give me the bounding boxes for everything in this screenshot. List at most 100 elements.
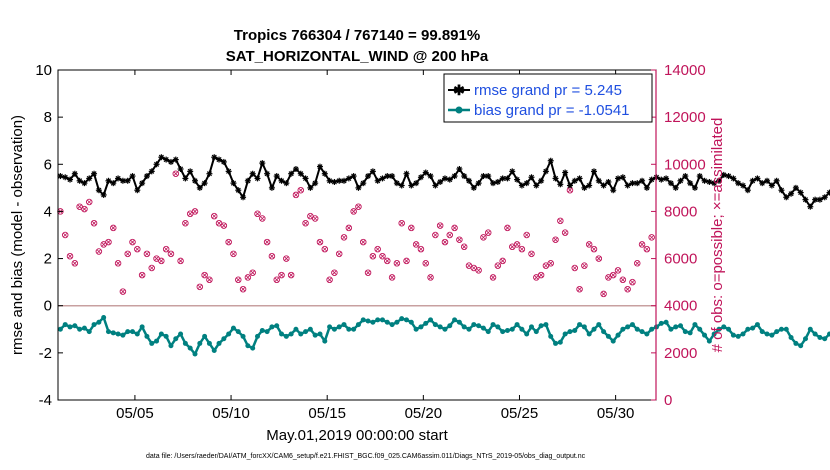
bias-point — [471, 322, 477, 328]
bias-point — [206, 340, 212, 346]
bias-point — [514, 322, 520, 328]
rmse-point — [403, 170, 410, 177]
obs-count-marker — [388, 274, 396, 281]
rmse-series — [57, 154, 830, 210]
bias-point — [678, 323, 684, 329]
bias-point — [817, 335, 823, 341]
rmse-point — [95, 187, 102, 194]
x-tick-label: 05/15 — [308, 405, 346, 422]
y-left-tick-label: 2 — [44, 251, 52, 268]
bias-point — [269, 324, 275, 330]
bias-point — [250, 345, 256, 351]
bias-point — [355, 322, 361, 328]
bias-point — [788, 335, 794, 341]
rmse-point — [71, 170, 78, 177]
bias-point — [476, 323, 482, 329]
bias-point — [62, 322, 68, 328]
rmse-point — [610, 187, 617, 194]
obs-count-marker — [379, 252, 386, 260]
rmse-point — [687, 180, 694, 187]
obs-count-marker — [441, 238, 449, 246]
bias-point — [605, 333, 611, 339]
obs-count-marker — [283, 255, 290, 262]
obs-count-marker — [239, 285, 247, 293]
bias-point — [158, 331, 164, 337]
rmse-point — [691, 184, 698, 191]
rmse-point — [398, 182, 405, 189]
obs-count-marker — [432, 231, 439, 239]
obs-count-marker — [182, 219, 189, 227]
bias-point — [336, 324, 342, 330]
bias-point — [130, 329, 136, 335]
obs-count-marker — [619, 276, 627, 284]
bias-point — [178, 331, 184, 337]
obs-count-marker — [585, 241, 593, 248]
rmse-point — [461, 173, 468, 180]
obs-count-marker — [600, 290, 607, 298]
x-tick-label: 05/10 — [212, 405, 250, 422]
bias-point — [404, 317, 410, 323]
rmse-point — [254, 175, 261, 182]
axes: 05/05 05/10 05/15 05/20 05/25 05/30 -4 -2 0 2 4 6 8 1… — [35, 62, 705, 422]
bias-point — [432, 322, 438, 328]
bias-point — [461, 324, 467, 330]
bias-point — [105, 329, 111, 335]
rmse-point — [586, 182, 593, 189]
rmse-point — [259, 160, 266, 167]
rmse-point — [153, 161, 160, 168]
bias-point — [721, 324, 727, 330]
bias-point — [601, 329, 607, 335]
rmse-point — [360, 180, 367, 187]
rmse-point — [648, 176, 655, 183]
rmse-point — [302, 175, 309, 182]
rmse-point — [807, 203, 814, 210]
rmse-point — [350, 173, 357, 180]
x-axis-label: May.01,2019 00:00:00 start — [266, 427, 448, 444]
rmse-point — [158, 154, 165, 161]
bias-point — [389, 322, 395, 328]
bias-point — [673, 324, 679, 330]
bias-point — [639, 329, 645, 335]
bias-point — [182, 340, 188, 346]
bias-point — [264, 329, 270, 335]
rmse-point — [768, 182, 775, 189]
y-right-tick-label: 0 — [664, 392, 672, 409]
rmse-point — [235, 187, 242, 194]
bias-point — [197, 340, 203, 346]
bias-point — [519, 326, 525, 332]
bias-point — [317, 331, 323, 337]
obs-count-marker — [561, 229, 569, 236]
obs-count-marker — [557, 217, 564, 225]
bias-point — [322, 338, 328, 344]
rmse-point — [744, 187, 751, 194]
rmse-point — [124, 177, 131, 184]
obs-count-marker — [609, 271, 617, 279]
bias-point — [572, 327, 578, 333]
bias-point — [442, 326, 448, 332]
rmse-point — [600, 182, 607, 189]
bias-point — [101, 315, 107, 320]
rmse-point — [566, 182, 573, 189]
rmse-point — [518, 182, 525, 189]
bias-point — [384, 319, 390, 325]
bias-point — [245, 343, 251, 349]
bias-point — [144, 333, 150, 339]
bias-point — [533, 329, 539, 335]
rmse-point — [735, 180, 742, 187]
rmse-point — [494, 178, 501, 185]
legend-bias-circle-icon — [455, 106, 463, 114]
rmse-point — [643, 184, 650, 191]
bias-point — [81, 325, 87, 331]
bias-point — [682, 329, 688, 335]
obs-count-marker — [595, 255, 603, 262]
footer-data-file: data file: /Users/raeder/DAI/ATM_forcXX/… — [146, 453, 586, 460]
obs-count-marker — [576, 285, 583, 293]
bias-point — [812, 331, 818, 337]
rmse-point — [312, 180, 319, 187]
rmse-point — [177, 166, 184, 172]
bias-point — [96, 319, 102, 325]
obs-count-marker — [552, 236, 559, 243]
obs-count-marker — [249, 269, 256, 276]
rmse-point — [283, 180, 290, 187]
